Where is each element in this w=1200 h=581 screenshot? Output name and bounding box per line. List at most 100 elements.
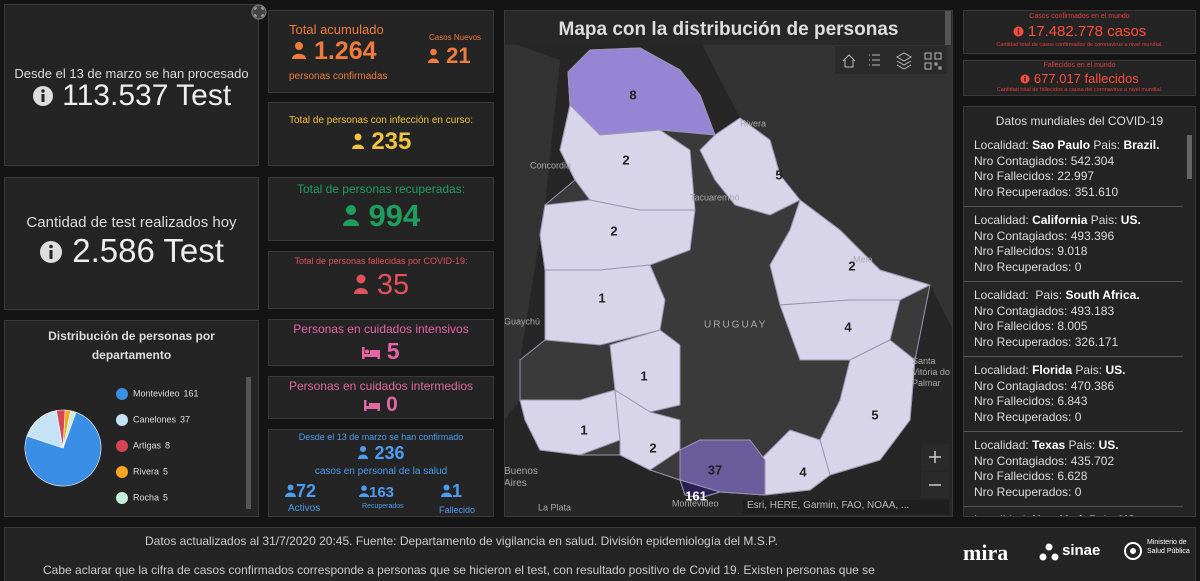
footer-line1: Datos actualizados al 31/7/2020 20:45. F… [145,534,778,548]
acumulado-value: 1.264 [313,37,377,65]
place-label: Guaychú [504,316,540,326]
value: 542.304 [1070,153,1115,168]
world-entry: Localidad: Florida Pais: US. Nro Contagia… [964,357,1183,432]
intensivos: 5 [269,338,493,365]
entry-recuperados: Nro Recuperados: 0 [974,485,1173,501]
scrollbar[interactable] [945,11,951,45]
expand-icon[interactable] [251,4,267,20]
entry-location: Localidad: Sao Paulo Pais: Brazil. [974,138,1173,154]
world-list: Localidad: Sao Paulo Pais: Brazil. Nro Co… [964,132,1183,516]
legend-value: 37 [180,414,190,424]
recuperadas-panel: Total de personas recuperadas: 994 [268,177,494,241]
count-labels: 8 2 5 2 2 1 4 1 5 1 2 37 4 161 [580,87,878,503]
department [679,479,721,499]
world-entry: Localidad: California Pais: US. Nro Conta… [964,207,1183,282]
curso-label: Total de personas con infección en curso… [289,115,473,126]
acumulado: 1.264 [291,37,377,66]
label: Nro Fallecidos: [974,169,1055,183]
recuperados: 163 [359,484,394,501]
world-deaths-label: Fallecidos en el mundo [1043,62,1116,69]
entry-contagiados: Nro Contagiados: 493.396 [974,229,1173,245]
salud-label: Desde el 13 de marzo se han confirmado [298,432,464,442]
person-icon [358,446,369,459]
place-label: URUGUAY [704,320,767,331]
department [614,389,681,471]
legend-swatch [116,466,128,478]
footer: Datos actualizados al 31/7/2020 20:45. F… [4,527,1196,581]
acumulado-sub: personas confirmadas [289,71,388,82]
scrollbar[interactable] [246,377,251,509]
label: Localidad: [974,438,1029,452]
label: Pais: [1093,138,1121,152]
pais: US. [1105,363,1126,377]
entry-location: Localidad: Pais: South Africa. [974,288,1173,304]
legend-swatch [116,440,128,452]
land-brazil [700,40,952,329]
basemap-button[interactable] [924,52,942,70]
map[interactable]: 8 2 5 2 2 1 4 1 5 1 2 37 4 161 Rivera Co… [504,10,953,517]
label: Nro Recuperados: [974,259,1072,274]
label: Nro Fallecidos: [974,244,1055,258]
scrollbar[interactable] [1187,135,1192,179]
recuperadas-value: 994 [368,198,421,233]
label: Localidad: [974,513,1029,516]
label: Nro Recuperados: [974,409,1072,424]
bed-icon [364,400,381,411]
department [519,389,621,456]
world-cases-label: Casos confirmados en el mundo [1029,13,1130,20]
label: Nro Contagiados: [974,378,1068,393]
legend-button[interactable] [869,54,880,66]
intensivos-label: Personas en cuidados intensivos [293,322,469,336]
count-label: 2 [610,223,617,238]
person-icon [351,133,364,149]
world-entry: Localidad: Pais: South Africa. Nro Contag… [964,282,1183,357]
world-entry: Localidad: New York Pais: US.Nro Contagi… [964,507,1183,516]
footer-line2: Cabe aclarar que la cifra de casos confi… [43,563,875,577]
world-deaths: 677.017 fallecidos [964,71,1195,86]
label: Nro Contagiados: [974,303,1068,318]
department [539,199,696,271]
label: Pais: [1075,363,1103,377]
tests-total-label: Desde el 13 de marzo se han procesado [14,66,249,81]
pais: US. [1120,213,1141,227]
world-cases: 17.482.778 casos [964,23,1195,40]
localidad: Sao Paulo [1032,138,1091,152]
fallecidas-value: 35 [376,269,410,301]
home-button[interactable] [842,54,856,68]
salud-sub: casos en personal de la salud [314,466,448,477]
map-panel: 8 2 5 2 2 1 4 1 5 1 2 37 4 161 Rivera Co… [504,10,953,517]
curso-panel: Total de personas con infección en curso… [268,102,494,166]
person-icon [441,484,452,497]
department [819,339,916,476]
logo-msp: Ministerio de Salud Pública [1147,539,1190,555]
legend-value: 5 [163,466,168,476]
logo-sinae-icon [1039,543,1059,561]
legend-label: Rocha [133,492,159,502]
label: Localidad: [974,213,1029,227]
count-label: 1 [640,368,647,383]
toolbar-bg [835,46,947,74]
place-label: Tacuarembó [690,192,740,202]
value: 8.005 [1057,319,1088,333]
entry-recuperados: Nro Recuperados: 351.610 [974,185,1173,201]
pais: US. [1098,438,1119,452]
localidad: California [1032,213,1088,227]
intensivos-panel: Personas en cuidados intensivos 5 [268,319,494,366]
world-deaths-note: Cantidad total de fallecidos a causa del… [996,87,1163,93]
label: Pais: [1090,213,1118,227]
attribution: Esri, HERE, Garmin, FAO, NOAA, ... [743,500,949,514]
person-icon [292,42,306,59]
entry-fallecidos: Nro Fallecidos: 8.005 [974,319,1173,335]
entry-recuperados: Nro Recuperados: 0 [974,410,1173,426]
value: 351.610 [1074,184,1119,199]
tests-today-panel: Cantidad de test realizados hoy 2.586 Te… [4,177,259,310]
layers-button[interactable] [895,52,913,70]
count-label: 5 [775,167,782,182]
entry-fallecidos: Nro Fallecidos: 9.018 [974,244,1173,260]
label: Nro Recuperados: [974,184,1072,199]
place-label: La Plata [538,502,571,512]
value: 493.183 [1070,303,1115,318]
label: Pais: [1089,513,1116,516]
